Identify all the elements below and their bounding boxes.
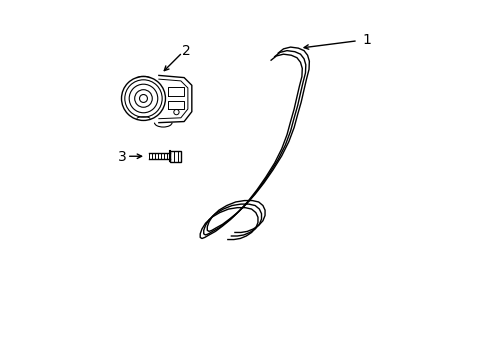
Text: 3: 3 <box>118 150 126 164</box>
Bar <box>170 151 181 162</box>
Text: 1: 1 <box>362 33 370 47</box>
Text: 2: 2 <box>181 44 190 58</box>
